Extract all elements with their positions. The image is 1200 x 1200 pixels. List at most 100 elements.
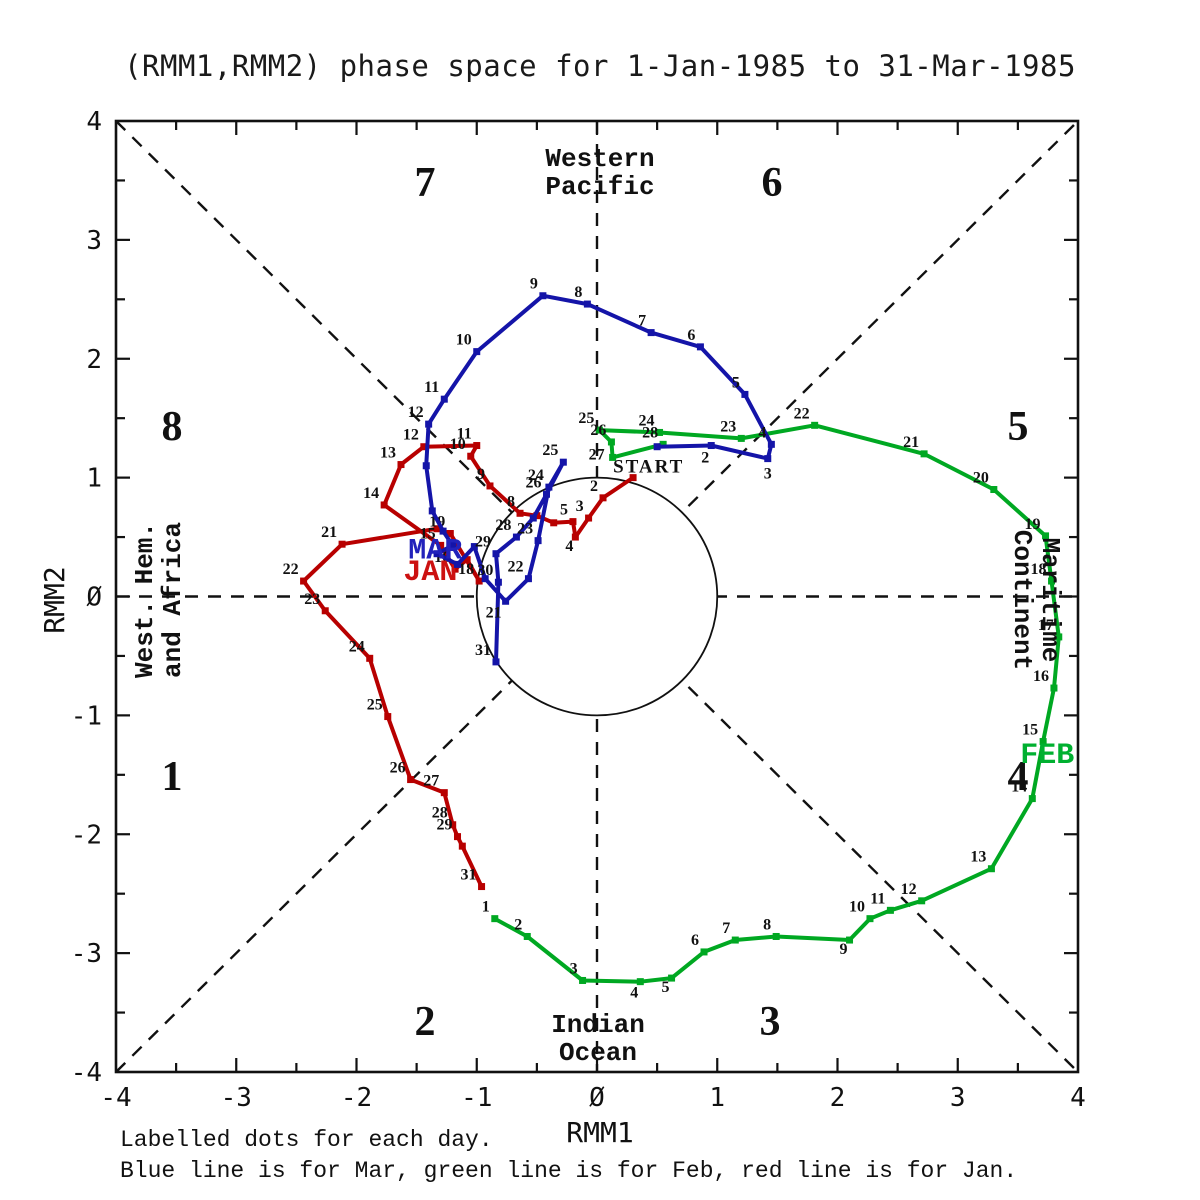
day-point — [1050, 684, 1058, 692]
day-point — [599, 494, 607, 502]
day-point — [1055, 633, 1063, 641]
region-west-hem-line2: and Africa — [158, 522, 188, 678]
day-label: 3 — [570, 960, 578, 977]
day-label: 22 — [283, 561, 299, 578]
day-point — [449, 541, 457, 549]
region-west-hem-line1: West. Hem. — [130, 522, 160, 678]
y-tick-label: Ø — [86, 583, 102, 613]
day-point — [918, 897, 926, 905]
day-point — [741, 390, 749, 398]
day-label: 13 — [380, 445, 396, 462]
caption-line1: Labelled dots for each day. — [120, 1127, 493, 1153]
day-label: 17 — [1038, 617, 1054, 634]
day-point — [433, 525, 441, 533]
feb-line — [492, 423, 1061, 984]
y-axis-label: RMM2 — [38, 566, 71, 633]
phase-number-5: 5 — [1008, 404, 1029, 450]
day-label: 25 — [542, 442, 558, 459]
day-point — [523, 932, 531, 940]
day-point — [866, 915, 874, 923]
day-point — [380, 501, 388, 509]
phase-number-1: 1 — [162, 754, 183, 800]
day-label: 29 — [437, 817, 453, 834]
day-point — [492, 550, 500, 558]
day-label: 25 — [367, 697, 383, 714]
y-tick-label: 2 — [86, 345, 102, 375]
region-western-pacific-line1: Western — [545, 144, 654, 174]
day-label: 25 — [578, 410, 594, 427]
day-label: 4 — [565, 538, 573, 555]
day-point — [440, 789, 448, 797]
region-maritime-line2: Continent — [1007, 530, 1037, 670]
day-point — [595, 426, 603, 434]
day-point — [473, 348, 481, 356]
day-point — [987, 865, 995, 873]
day-label: 21 — [903, 434, 919, 451]
day-point — [454, 560, 462, 568]
day-label: 5 — [560, 502, 568, 519]
day-label: 23 — [517, 521, 533, 538]
day-point — [700, 948, 708, 956]
day-point — [585, 514, 593, 522]
day-label: 11 — [870, 890, 885, 907]
day-label: 7 — [638, 313, 646, 330]
x-tick-label: 3 — [950, 1083, 966, 1113]
day-point — [920, 450, 928, 458]
day-label: 9 — [530, 276, 538, 293]
month-label-mar: MAR — [408, 534, 462, 568]
day-label: 3 — [764, 466, 772, 483]
day-point — [764, 455, 772, 463]
day-point — [811, 421, 819, 429]
day-label: 4 — [758, 424, 766, 441]
day-label: 6 — [691, 932, 699, 949]
day-point — [475, 577, 483, 585]
day-label: 6 — [687, 327, 695, 344]
x-tick-label: 2 — [830, 1083, 846, 1113]
day-point — [439, 527, 447, 535]
day-point — [512, 533, 520, 541]
day-point — [492, 658, 500, 666]
day-label: 10 — [849, 899, 865, 916]
day-point — [300, 577, 308, 585]
y-tick-label: 4 — [86, 107, 102, 137]
day-point — [420, 443, 428, 451]
day-label: 28 — [495, 517, 511, 534]
day-point — [451, 565, 459, 573]
y-tick-label: -4 — [71, 1058, 102, 1088]
day-point — [486, 482, 494, 490]
day-point — [321, 607, 329, 615]
trajectory-series: 2345891011121314151618192122232425262728… — [283, 276, 1075, 1002]
day-label: 15 — [420, 525, 436, 542]
day-point — [653, 443, 661, 451]
day-label: 5 — [662, 979, 670, 996]
day-point — [583, 300, 591, 308]
day-point — [473, 442, 481, 450]
day-label: 12 — [408, 404, 424, 421]
day-point — [609, 453, 617, 461]
region-maritime-line1: Maritime — [1035, 538, 1065, 663]
caption-line2: Blue line is for Mar, green line is for … — [120, 1158, 1017, 1184]
day-point — [478, 883, 486, 891]
day-point — [696, 343, 704, 351]
day-point — [397, 461, 405, 469]
day-label: 3 — [576, 498, 584, 515]
day-label: 2 — [514, 916, 522, 933]
phase-number-4: 4 — [1008, 754, 1029, 800]
day-label: 14 — [363, 485, 379, 502]
day-point — [559, 458, 567, 466]
day-point — [433, 550, 441, 558]
day-point — [545, 483, 553, 491]
day-label: 10 — [450, 436, 466, 453]
y-tick-label: 3 — [86, 226, 102, 256]
day-label: 24 — [349, 638, 365, 655]
region-indian-ocean-line2: Ocean — [559, 1038, 637, 1068]
y-tick-label: -2 — [71, 820, 102, 850]
day-point — [494, 578, 502, 586]
axes-frame — [114, 119, 1080, 1074]
day-point — [1039, 738, 1047, 746]
day-label: 27 — [589, 446, 605, 463]
day-label: 15 — [1022, 722, 1038, 739]
